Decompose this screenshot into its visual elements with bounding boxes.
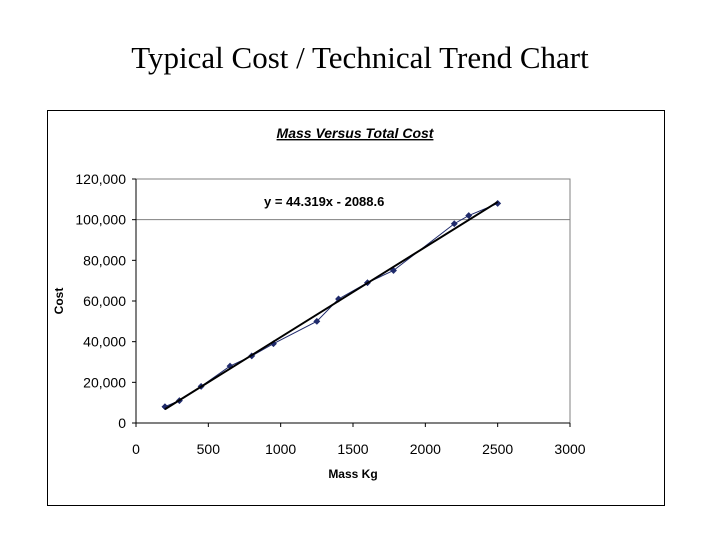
x-tick-label: 500 [197,441,221,457]
trendline [164,201,499,411]
axes [132,178,571,427]
trendline-equation: y = 44.319x - 2088.6 [264,194,384,209]
trendline-line [164,201,499,411]
y-tick-label: 100,000 [75,212,126,228]
y-tick-label: 80,000 [83,252,126,268]
x-tick-label: 3000 [554,441,585,457]
y-tick-label: 40,000 [83,334,126,350]
x-tick-label: 1500 [337,441,368,457]
x-tick-label: 0 [132,441,140,457]
y-tick-label: 20,000 [83,374,126,390]
y-tick-label: 120,000 [75,171,126,187]
data-point [450,220,458,228]
x-tick-label: 2500 [482,441,513,457]
data-point [465,212,473,220]
slide-title: Typical Cost / Technical Trend Chart [131,40,589,75]
y-axis-label: Cost [52,288,66,315]
y-tick-label: 0 [118,415,126,431]
y-tick-label: 60,000 [83,293,126,309]
x-tick-label: 1000 [265,441,296,457]
x-axis-tick-labels: 0 500 1000 1500 2000 2500 3000 [132,441,586,457]
mass-vs-cost-chart: Mass Versus Total Cost 0 20,000 40,000 60,0… [52,125,586,481]
data-point [313,317,321,325]
x-tick-label: 2000 [410,441,441,457]
chart-frame: Mass Versus Total Cost 0 20,000 40,000 60,0… [47,110,665,506]
chart-title: Mass Versus Total Cost [277,125,435,141]
x-axis-label: Mass Kg [328,467,377,481]
y-axis-tick-labels: 0 20,000 40,000 60,000 80,000 100,000 120,000 [75,171,126,431]
